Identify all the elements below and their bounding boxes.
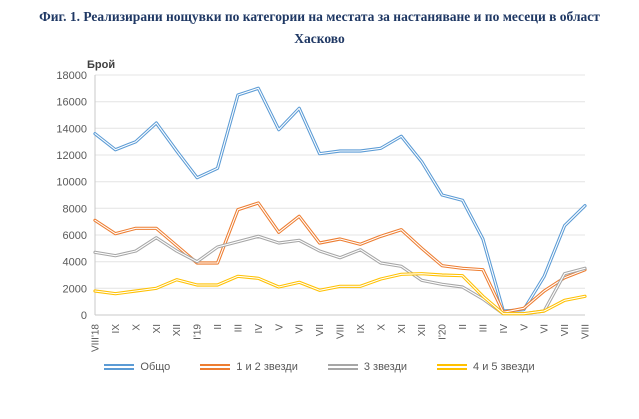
y-tick-label: 2000 [63, 283, 87, 295]
series-line-0 [93, 86, 587, 313]
y-tick-label: 14000 [56, 123, 87, 135]
legend-item-1: 1 и 2 звезди [200, 361, 298, 373]
x-tick-label: V [519, 324, 530, 331]
x-tick-label: VIII [581, 324, 592, 339]
x-tick-label: IV [254, 324, 265, 334]
x-tick-label: VII [315, 324, 326, 336]
legend-swatch-icon [104, 364, 135, 371]
y-tick-label: 4000 [63, 257, 87, 269]
x-tick-label: XII [417, 324, 428, 336]
y-tick-label: 12000 [56, 150, 87, 162]
x-tick-label: VII [560, 324, 571, 336]
legend-label: 3 звезди [363, 361, 408, 374]
series-line-core-2 [94, 235, 586, 315]
x-tick-label: VI [295, 324, 306, 333]
line-chart: 0 2000 4000 6000 8000 10000 12000 14000 16000 180… [0, 53, 639, 373]
series-line-3 [93, 272, 587, 316]
legend-item-0: Общо [104, 361, 170, 373]
x-tick-label: IX [111, 324, 122, 334]
x-tick-label: III [233, 324, 244, 332]
legend-swatch-icon [327, 364, 358, 371]
x-tick-label: XII [172, 324, 183, 336]
y-tick-label: 18000 [56, 70, 87, 82]
x-tick-label: II [458, 324, 469, 330]
y-axis-title: Брой [87, 59, 115, 71]
x-tick-label: VIII [336, 324, 347, 339]
legend-label: 1 и 2 звезди [236, 361, 298, 374]
x-tick-label: I'20 [438, 324, 449, 340]
x-tick-label: II [213, 324, 224, 330]
legend-swatch-icon [200, 364, 231, 371]
x-tick-label: I'19 [193, 324, 204, 340]
legend-swatch-icon [437, 364, 468, 371]
y-tick-label: 10000 [56, 177, 87, 189]
y-tick-label: 6000 [63, 230, 87, 242]
legend-label: Общо [140, 361, 171, 374]
y-tick-label: 16000 [56, 97, 87, 109]
chart-legend: Общо 1 и 2 звезди 3 звезди 4 и 5 звезди [0, 361, 639, 373]
chart-plot: 0 2000 4000 6000 8000 10000 12000 14000 16000 180… [56, 59, 592, 352]
legend-item-2: 3 звезди [327, 361, 408, 374]
x-tick-label: VI [540, 324, 551, 333]
x-tick-label: IV [499, 324, 510, 334]
x-tick-label: X [376, 324, 387, 331]
series-line-2 [93, 234, 587, 316]
y-tick-label: 0 [81, 310, 87, 322]
legend-label: 4 и 5 звезди [473, 361, 535, 374]
x-tick-label: XI [397, 324, 408, 333]
y-tick-label: 8000 [63, 203, 87, 215]
x-tick-label: XI [152, 324, 163, 333]
figure-title: Фиг. 1. Реализирани нощувки по категории… [39, 9, 600, 46]
legend-item-3: 4 и 5 звезди [437, 361, 535, 373]
x-tick-label: V [274, 324, 285, 331]
x-tick-label: III [478, 324, 489, 332]
series-line-core-0 [94, 87, 586, 312]
x-tick-label: X [131, 324, 142, 331]
x-tick-label: IX [356, 324, 367, 334]
x-tick-label: VIII'18 [91, 324, 102, 352]
series-line-core-3 [94, 273, 586, 315]
